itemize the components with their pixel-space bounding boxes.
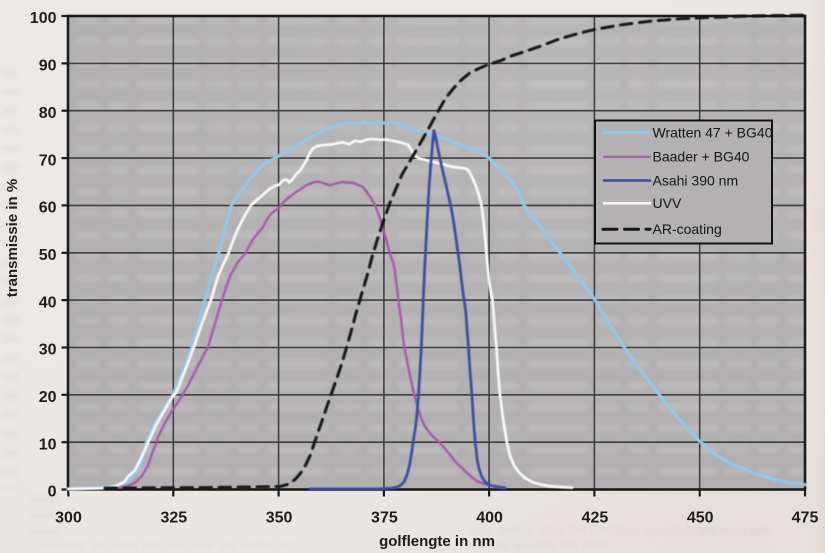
svg-text:70: 70 <box>39 152 57 169</box>
svg-text:475: 475 <box>792 509 819 526</box>
svg-text:AR-coating: AR-coating <box>653 221 722 237</box>
svg-text:60: 60 <box>39 200 57 217</box>
svg-text:0: 0 <box>48 484 57 501</box>
svg-text:400: 400 <box>476 509 503 526</box>
svg-text:Baader + BG40: Baader + BG40 <box>653 149 750 165</box>
svg-text:425: 425 <box>582 509 609 526</box>
svg-text:40: 40 <box>39 294 57 311</box>
svg-text:450: 450 <box>687 509 714 526</box>
svg-text:90: 90 <box>39 58 57 75</box>
svg-text:80: 80 <box>39 105 57 122</box>
svg-text:300: 300 <box>55 509 82 526</box>
svg-text:golflengte in nm: golflengte in nm <box>379 533 495 550</box>
svg-text:20: 20 <box>39 389 57 406</box>
svg-text:transmissie in %: transmissie in % <box>4 179 21 297</box>
svg-text:30: 30 <box>39 342 57 359</box>
svg-text:Asahi 390 nm: Asahi 390 nm <box>653 172 739 188</box>
svg-text:100: 100 <box>30 10 57 27</box>
svg-text:50: 50 <box>39 247 57 264</box>
svg-text:375: 375 <box>371 509 398 526</box>
svg-text:Wratten 47 + BG40: Wratten 47 + BG40 <box>653 125 773 141</box>
svg-text:350: 350 <box>266 509 293 526</box>
svg-text:10: 10 <box>39 436 57 453</box>
svg-text:UVV: UVV <box>653 195 682 211</box>
svg-text:325: 325 <box>160 509 187 526</box>
